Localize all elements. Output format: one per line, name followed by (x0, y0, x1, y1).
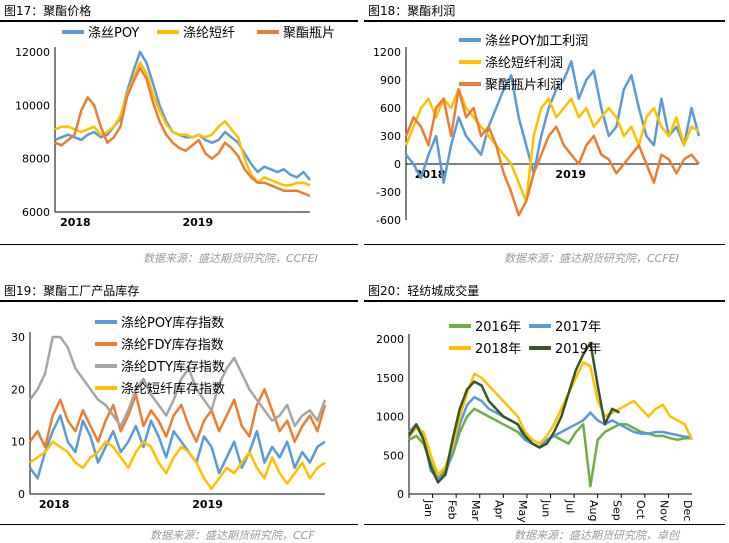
chart-title: 图18：聚酯利润 (368, 4, 456, 18)
source-note: 数据来源：盛达期货研究院，CCFEI (143, 252, 318, 265)
series-line-2019年 (407, 341, 620, 484)
chart-polyester-price: 6000 8000 10000 12000 2018 2019 涤丝POY 涤纶短纤 聚酯瓶片 (15, 26, 335, 229)
panel-polyester-inventory: 图19：聚酯工厂产品库存 0 10 20 30 2018 2019 涤纶POY库存指数 涤纶F… (0, 272, 364, 543)
x-tick-label: Dec (681, 500, 694, 521)
series-line-涤纶短纤库存指数 (29, 440, 326, 491)
legend-label: 涤纶短纤库存指数 (121, 381, 225, 397)
series-line-聚酯瓶片 (54, 66, 311, 198)
legend-label: 涤丝POY加工利润 (485, 34, 588, 49)
x-tick-label: Sep (610, 500, 623, 521)
x-tick-label: May (516, 500, 529, 523)
y-tick-label: 0 (18, 488, 25, 501)
x-tick-label: Apr (493, 500, 506, 520)
y-tick-label: 2000 (376, 333, 404, 346)
x-tick-label: Jan (422, 499, 435, 517)
legend-label: 2016年 (475, 320, 521, 335)
x-tick-label: Feb (445, 500, 458, 519)
x-tick-label: Aug (587, 500, 600, 521)
y-tick-label: 900 (380, 74, 401, 87)
y-tick-label: 1000 (376, 411, 404, 424)
y-tick-label: 0 (397, 488, 404, 501)
bottom-rule (0, 244, 358, 245)
x-tick-label: Jun (540, 499, 553, 517)
y-tick-label: 500 (383, 449, 404, 462)
y-tick-label: 30 (11, 331, 25, 344)
panel-polyester-profit: 图18：聚酯利润 -600 -300 0 300 600 900 1200 2018 2019 涤… (364, 0, 729, 270)
legend-label: 涤纶POY库存指数 (121, 315, 224, 331)
panel-polyester-price: 图17：聚酯价格 6000 8000 10000 12000 2018 2019 涤丝POY… (0, 0, 364, 270)
y-tick-label: 300 (380, 130, 401, 143)
bottom-rule (364, 524, 725, 525)
bottom-rule (364, 244, 725, 245)
chart-title: 图20：轻纺城成交量 (368, 284, 480, 298)
series-line-涤纶DTY库存指数 (28, 335, 327, 428)
y-tick-label: 1200 (373, 46, 401, 59)
series-line-涤纶POY库存指数 (28, 414, 326, 480)
y-tick-label: 0 (394, 158, 401, 171)
series-line-2018年 (408, 361, 694, 476)
source-note: 数据来源：盛达期货研究院，CCF (150, 529, 315, 542)
x-tick-label: Jul (563, 499, 576, 513)
title-rule (364, 300, 725, 302)
x-tick-label: Oct (634, 500, 647, 520)
x-tick-label: 2019 (192, 498, 223, 511)
legend-label: 2019年 (555, 342, 601, 357)
series-line-聚酯瓶片利润 (404, 88, 700, 217)
title-rule (0, 20, 358, 22)
title-rule (364, 20, 725, 22)
legend-label: 2018年 (475, 342, 521, 357)
y-tick-label: 12000 (15, 46, 50, 59)
x-tick-label: Mar (469, 500, 482, 521)
legend-label: 涤纶短纤 (183, 26, 235, 41)
legend-label: 聚酯瓶片利润 (485, 78, 563, 93)
legend-label: 涤丝POY (88, 26, 139, 41)
y-tick-label: 8000 (22, 153, 50, 166)
y-tick-label: 10000 (15, 99, 50, 112)
y-tick-label: 600 (380, 102, 401, 115)
y-tick-label: 10 (11, 436, 25, 449)
series-line-涤纶FDY库存指数 (28, 388, 327, 449)
source-note: 数据来源：盛达期货研究院，卓创 (514, 529, 679, 542)
y-tick-label: 6000 (22, 206, 50, 219)
x-tick-label: 2019 (183, 216, 214, 229)
x-tick-label: 2019 (555, 168, 586, 181)
series-line-涤丝POY (54, 50, 311, 181)
chart-polyester-inventory: 0 10 20 30 2018 2019 涤纶POY库存指数涤纶FDY库存指数涤纶DTY库存… (11, 315, 327, 511)
panel-textile-city-volume: 图20：轻纺城成交量 0 500 1000 1500 2000 Jan Feb Mar Apr M… (364, 272, 729, 543)
x-tick-label: Nov (658, 500, 671, 522)
series-line-涤纶短纤 (54, 61, 311, 187)
title-rule (0, 300, 358, 302)
x-tick-label: 2018 (60, 216, 91, 229)
legend-label: 2017年 (555, 320, 601, 335)
y-tick-label: 20 (11, 383, 25, 396)
series-line-涤丝POY加工利润 (405, 60, 701, 184)
x-tick-label: 2018 (39, 498, 70, 511)
legend-label: 涤纶FDY库存指数 (121, 337, 224, 353)
series-line-涤纶短纤利润 (404, 88, 700, 203)
legend-label: 聚酯瓶片 (283, 26, 335, 41)
chart-textile-city-volume: 0 500 1000 1500 2000 Jan Feb Mar Apr May Jun Jul Aug… (376, 320, 694, 523)
bottom-rule (0, 524, 358, 525)
chart-title: 图17：聚酯价格 (4, 4, 92, 18)
legend-label: 涤纶DTY库存指数 (121, 359, 225, 375)
chart-title: 图19：聚酯工厂产品库存 (4, 284, 140, 298)
y-tick-label: -300 (376, 186, 401, 199)
source-note: 数据来源：盛达期货研究院，CCFEI (504, 252, 679, 265)
legend-label: 涤纶短纤利润 (485, 56, 563, 71)
y-tick-label: 1500 (376, 372, 404, 385)
y-tick-label: -600 (376, 214, 401, 227)
